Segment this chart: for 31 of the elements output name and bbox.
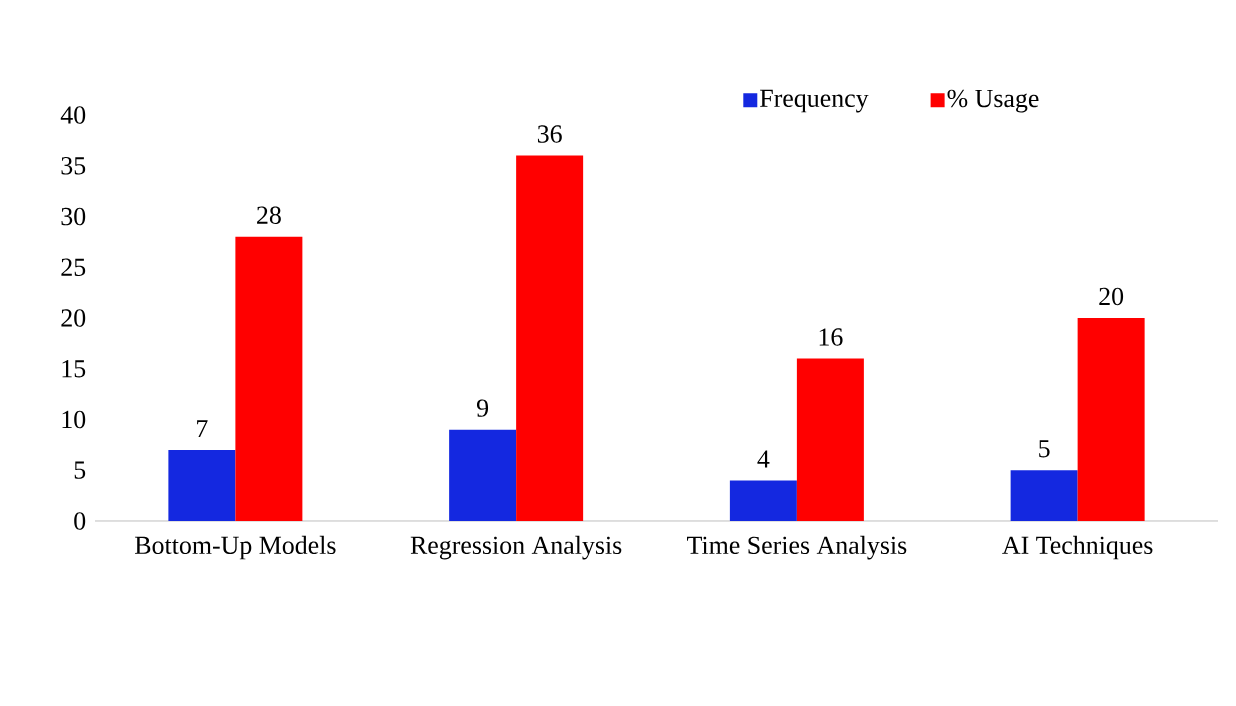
x-tick-label: Regression Analysis	[410, 535, 622, 560]
data-label: 4	[757, 450, 770, 468]
x-tick-label: Bottom-Up Models	[135, 535, 336, 560]
data-label: 28	[257, 206, 281, 224]
y-tick-label: 35	[61, 157, 86, 175]
data-label: 7	[197, 420, 208, 438]
data-label: 9	[476, 399, 489, 417]
bar	[1010, 470, 1078, 521]
x-tick-label: Time Series Analysis	[687, 535, 907, 560]
y-tick-label: 25	[61, 258, 86, 276]
bar	[1077, 317, 1145, 521]
legend-label: % Usage	[947, 89, 1039, 113]
bar	[796, 358, 864, 521]
data-label: 5	[1039, 440, 1050, 458]
data-label: 16	[819, 328, 843, 346]
bar	[516, 155, 584, 521]
bar	[235, 236, 303, 521]
y-tick-label: 40	[60, 106, 86, 124]
y-tick-label: 5	[74, 461, 86, 479]
x-tick-label: AI Techniques	[1002, 535, 1153, 560]
data-label: 20	[1099, 287, 1124, 306]
y-tick-label: 15	[62, 360, 86, 378]
y-tick-label: 30	[61, 207, 86, 226]
bar	[168, 449, 236, 521]
legend-label: Frequency	[760, 89, 869, 113]
bar	[729, 480, 797, 521]
bar	[449, 429, 517, 521]
y-tick-label: 0	[74, 512, 86, 530]
data-label: 36	[537, 125, 562, 143]
y-tick-label: 10	[62, 410, 86, 429]
y-tick-label: 20	[61, 309, 86, 327]
